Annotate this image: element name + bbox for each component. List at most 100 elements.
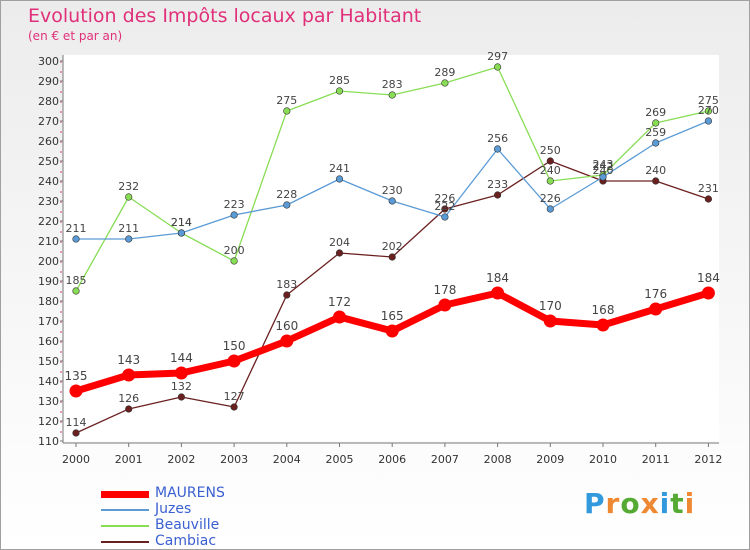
x-tick-label: 2007: [431, 453, 459, 466]
y-tick-label: 120: [38, 415, 59, 428]
legend-label: Beauville: [155, 517, 220, 533]
data-point-beauville: [335, 87, 344, 95]
data-point-maurens: [543, 314, 557, 328]
y-tick-label: 160: [38, 335, 59, 348]
data-point-cambiac: [704, 195, 713, 203]
legend-swatch: [101, 490, 149, 498]
data-label-juzes: 241: [329, 162, 350, 175]
data-label-juzes: 214: [171, 216, 192, 229]
data-label-cambiac: 202: [382, 240, 403, 253]
data-label-beauville: 243: [593, 158, 614, 171]
data-label-maurens: 143: [117, 353, 140, 367]
data-label-cambiac: 114: [66, 416, 87, 429]
y-tick-label: 200: [38, 255, 59, 268]
data-point-beauville: [546, 177, 554, 185]
data-point-cambiac: [283, 291, 291, 299]
data-point-juzes: [230, 211, 238, 219]
data-label-maurens: 165: [381, 309, 404, 323]
x-tick-label: 2012: [694, 453, 722, 466]
data-label-beauville: 275: [276, 94, 297, 107]
data-point-juzes: [177, 229, 185, 237]
data-label-maurens: 184: [486, 271, 509, 285]
data-label-maurens: 150: [223, 339, 246, 353]
data-point-beauville: [125, 193, 133, 201]
legend-swatch: [101, 509, 149, 511]
logo-letter: t: [670, 487, 685, 520]
data-label-maurens: 168: [592, 303, 615, 317]
y-tick-label: 240: [38, 175, 59, 188]
data-point-beauville: [494, 63, 502, 71]
data-point-cambiac: [441, 205, 449, 213]
data-label-beauville: 240: [540, 164, 561, 177]
y-tick-label: 190: [38, 275, 59, 288]
data-point-juzes: [599, 173, 607, 181]
data-label-cambiac: 226: [434, 192, 455, 205]
x-tick-label: 2002: [167, 453, 195, 466]
y-tick-label: 150: [38, 355, 59, 368]
data-label-maurens: 178: [433, 283, 456, 297]
chart-title: Evolution des Impôts locaux par Habitant: [28, 5, 422, 27]
data-point-beauville: [441, 79, 449, 87]
data-point-maurens: [122, 368, 136, 382]
y-tick-label: 170: [38, 315, 59, 328]
data-point-cambiac: [72, 429, 80, 437]
logo-letter: i: [659, 487, 671, 520]
logo-letter: P: [584, 487, 606, 520]
legend-label: MAURENS: [155, 485, 225, 501]
data-point-maurens: [438, 298, 452, 312]
data-point-beauville: [230, 257, 238, 265]
data-label-cambiac: 126: [118, 392, 139, 405]
data-label-juzes: 226: [540, 192, 561, 205]
legend-item: MAURENS: [101, 485, 341, 502]
data-label-cambiac: 250: [540, 144, 561, 157]
data-point-beauville: [72, 287, 80, 295]
x-tick-label: 2010: [589, 453, 617, 466]
y-tick-label: 140: [38, 375, 59, 388]
data-point-cambiac: [177, 393, 185, 401]
data-point-beauville: [283, 107, 291, 115]
legend-label: Cambiac: [155, 533, 217, 549]
data-label-maurens: 170: [539, 299, 562, 313]
data-point-maurens: [649, 302, 663, 316]
data-point-juzes: [125, 235, 133, 243]
data-label-juzes: 259: [645, 126, 666, 139]
data-label-maurens: 172: [328, 295, 351, 309]
legend-item: Juzes: [101, 501, 341, 518]
y-tick-label: 290: [38, 75, 59, 88]
data-label-beauville: 285: [329, 74, 350, 87]
data-point-cambiac: [652, 177, 660, 185]
y-tick-label: 250: [38, 155, 59, 168]
data-label-juzes: 222: [434, 200, 455, 213]
data-point-maurens: [385, 324, 399, 338]
data-label-cambiac: 132: [171, 380, 192, 393]
data-label-maurens: 160: [275, 319, 298, 333]
data-label-cambiac: 231: [698, 182, 719, 195]
logo-letter: r: [605, 487, 621, 520]
data-label-beauville: 200: [224, 244, 245, 257]
y-tick-label: 210: [38, 235, 59, 248]
x-tick-label: 2006: [378, 453, 406, 466]
legend-item: Cambiac: [101, 533, 341, 550]
y-tick-label: 110: [38, 435, 59, 448]
y-tick-label: 260: [38, 135, 59, 148]
data-label-beauville: 185: [66, 274, 87, 287]
data-label-juzes: 211: [118, 222, 139, 235]
data-label-maurens: 144: [170, 351, 193, 365]
data-point-beauville: [652, 119, 660, 127]
data-label-maurens: 176: [644, 287, 667, 301]
data-label-juzes: 256: [487, 132, 508, 145]
chart-subtitle: (en € et par an): [28, 29, 123, 43]
data-label-beauville: 283: [382, 78, 403, 91]
data-label-maurens: 135: [65, 369, 88, 383]
data-point-juzes: [335, 175, 344, 183]
logo-letter: i: [684, 487, 696, 520]
data-point-juzes: [652, 139, 660, 147]
x-tick-label: 2009: [536, 453, 564, 466]
data-label-beauville: 289: [434, 66, 455, 79]
data-label-juzes: 270: [698, 104, 719, 117]
data-point-cambiac: [388, 253, 396, 261]
chart-axes: 110 120 130 140 150 160 170 180 190 200 210 220 230 2…: [38, 55, 722, 466]
y-tick-label: 230: [38, 195, 59, 208]
x-tick-label: 2008: [484, 453, 512, 466]
x-tick-label: 2001: [115, 453, 143, 466]
